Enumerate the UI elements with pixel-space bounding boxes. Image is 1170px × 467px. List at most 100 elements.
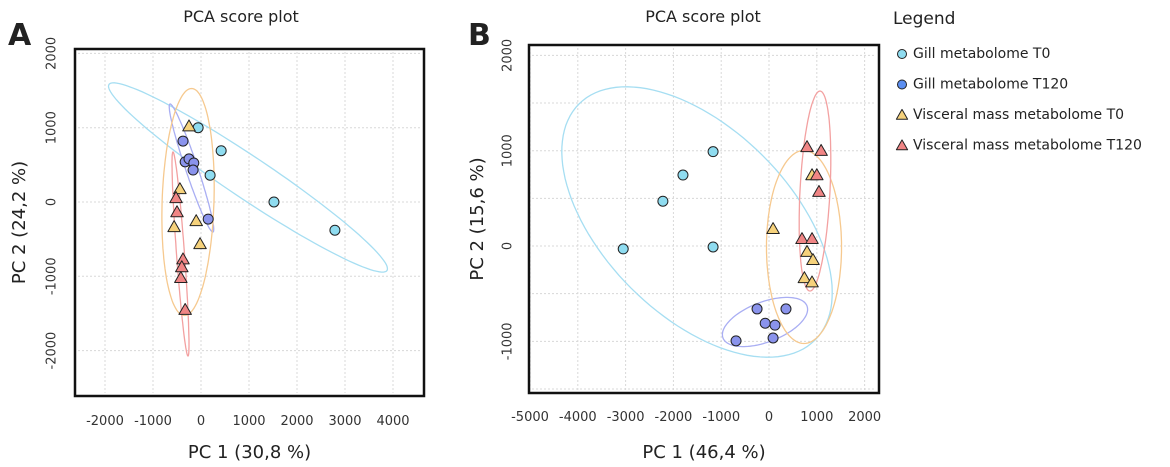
legend-item: Gill metabolome T0 — [897, 46, 1050, 62]
confidence-ellipse — [765, 149, 843, 345]
data-point-triangle — [189, 214, 203, 227]
legend-title: Legend — [893, 9, 955, 29]
data-point-circle — [707, 146, 719, 158]
x-tick-label: 0 — [765, 410, 773, 425]
plot-frame — [73, 47, 426, 398]
data-point-circle — [759, 317, 771, 329]
legend-item: Visceral mass metabolome T0 — [895, 107, 1124, 123]
data-point-triangle — [173, 182, 187, 195]
legend-item: Visceral mass metabolome T120 — [895, 138, 1142, 154]
y-axis-label: PC 2 (15,6 %) — [467, 157, 488, 280]
legend: Legend Gill metabolome T0 Gill metabolome… — [893, 9, 1142, 154]
data-point-circle — [769, 319, 781, 331]
legend-triangle-icon — [895, 108, 909, 120]
y-tick-label: 1000 — [45, 111, 60, 144]
data-point-circle — [617, 243, 629, 255]
data-point-triangle — [178, 302, 192, 315]
x-tick-label: -1000 — [702, 410, 740, 425]
chart-title: PCA score plot — [645, 7, 761, 26]
legend-item: Gill metabolome T120 — [897, 77, 1068, 93]
data-point-triangle — [174, 271, 188, 283]
confidence-ellipse — [798, 90, 832, 292]
confidence-ellipse — [561, 86, 833, 358]
x-tick-label: 1000 — [232, 414, 265, 429]
data-point-triangle — [800, 244, 814, 257]
plot-area — [107, 82, 389, 357]
data-point-triangle — [797, 271, 812, 284]
x-tick-label: 4000 — [376, 414, 409, 429]
data-point-triangle — [812, 184, 826, 197]
data-point-circle — [204, 169, 216, 181]
confidence-ellipse — [168, 103, 215, 233]
y-tick-label: 0 — [501, 242, 516, 250]
x-tick-label: 3000 — [328, 414, 361, 429]
y-tick-label: -2000 — [45, 332, 60, 370]
chart-title: PCA score plot — [183, 7, 299, 26]
plot-frame — [527, 43, 881, 395]
confidence-ellipse — [171, 151, 190, 357]
data-point-circle — [202, 213, 214, 225]
x-axis-label: PC 1 (46,4 %) — [642, 442, 765, 463]
data-point-triangle — [810, 168, 824, 181]
legend-circle-icon — [897, 49, 907, 59]
x-tick-label: -2000 — [655, 410, 693, 425]
data-point-triangle — [806, 253, 820, 266]
x-tick-label: -3000 — [607, 410, 645, 425]
confidence-ellipse — [721, 296, 809, 348]
data-point-circle — [780, 303, 792, 315]
confidence-ellipse — [161, 87, 215, 317]
data-point-triangle — [175, 260, 189, 273]
panel-label-b: B — [468, 18, 491, 53]
x-tick-label: 1000 — [800, 410, 833, 425]
data-point-triangle — [805, 232, 819, 245]
y-tick-label: 0 — [45, 198, 60, 206]
plot-area — [561, 86, 843, 358]
data-point-circle — [730, 335, 742, 347]
y-tick-label: -1000 — [501, 322, 516, 360]
data-point-triangle — [193, 237, 207, 250]
y-axis-label: PC 2 (24,2 %) — [9, 161, 30, 284]
x-tick-label: -5000 — [511, 410, 549, 425]
legend-item-label: Visceral mass metabolome T0 — [913, 107, 1124, 123]
panel-label-a: A — [8, 18, 32, 53]
confidence-ellipse — [107, 82, 389, 273]
data-point-triangle — [182, 119, 196, 132]
data-point-triangle — [795, 232, 809, 245]
y-tick-label: 2000 — [501, 39, 516, 72]
data-point-circle — [215, 145, 227, 157]
data-point-triangle — [169, 191, 183, 204]
legend-item-label: Visceral mass metabolome T120 — [913, 138, 1142, 154]
data-point-circle — [657, 195, 669, 207]
y-tick-label: 2000 — [45, 37, 60, 70]
data-point-triangle — [800, 140, 814, 153]
legend-circle-icon — [897, 79, 907, 90]
data-point-circle — [677, 169, 689, 181]
scatter-panel-a: PCA score plot PC 1 (30,8 %) PC 2 (24,2 %)… — [9, 7, 426, 463]
data-point-triangle — [805, 275, 819, 288]
x-tick-label: 2000 — [848, 410, 881, 425]
data-point-circle — [767, 332, 779, 344]
data-point-circle — [187, 164, 199, 176]
x-tick-label: 0 — [197, 414, 205, 429]
scatter-panel-b: PCA score plot PC 1 (46,4 %) PC 2 (15,6 %)… — [467, 7, 881, 463]
x-axis-label: PC 1 (30,8 %) — [188, 442, 311, 463]
data-point-circle — [751, 303, 763, 315]
data-point-triangle — [170, 205, 184, 218]
legend-item-label: Gill metabolome T120 — [913, 77, 1068, 93]
data-point-circle — [177, 135, 189, 147]
data-point-circle — [707, 241, 719, 253]
x-tick-label: -4000 — [559, 410, 597, 425]
data-point-circle — [268, 196, 280, 208]
data-point-triangle — [167, 220, 181, 233]
data-point-triangle — [766, 222, 780, 235]
data-point-triangle — [814, 143, 828, 156]
x-tick-label: -1000 — [134, 414, 172, 429]
y-tick-label: 1000 — [501, 134, 516, 167]
x-tick-label: 2000 — [280, 414, 313, 429]
legend-triangle-icon — [895, 139, 909, 151]
y-tick-label: -1000 — [45, 257, 60, 295]
data-point-circle — [329, 224, 341, 236]
legend-item-label: Gill metabolome T0 — [913, 46, 1050, 62]
x-tick-label: -2000 — [86, 414, 124, 429]
